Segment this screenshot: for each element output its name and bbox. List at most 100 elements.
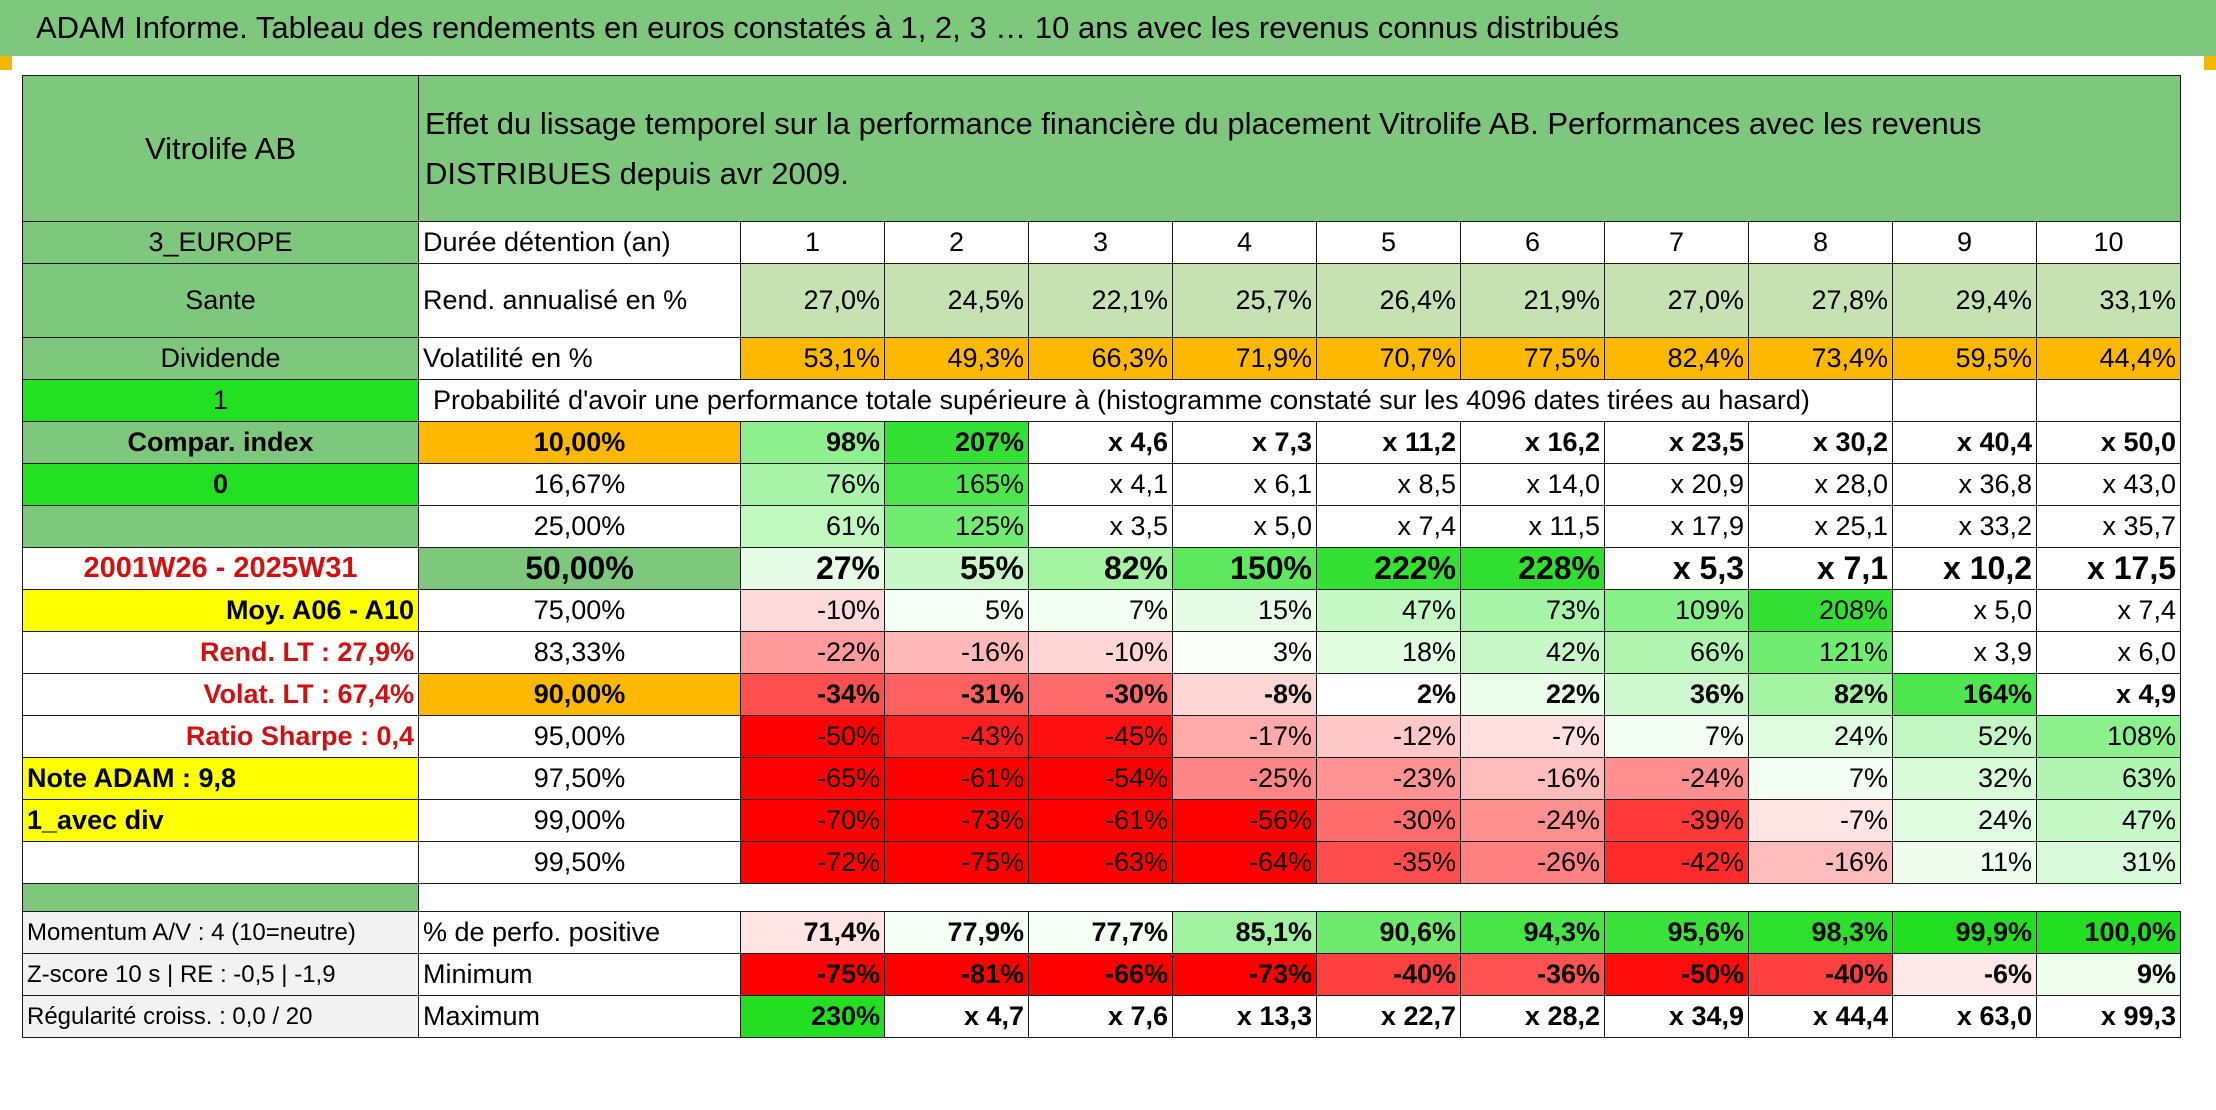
probability-cell: -31% — [884, 673, 1029, 716]
bottom-info-regularite: Régularité croiss. : 0,0 / 20 — [22, 995, 419, 1038]
summary-cell: 85,1% — [1172, 911, 1317, 954]
vol-label: Volatilité en % — [418, 337, 741, 380]
probability-cell: -35% — [1316, 841, 1461, 884]
probability-cell: -22% — [740, 631, 885, 674]
probability-cell: -39% — [1604, 799, 1749, 842]
probability-cell: -61% — [884, 757, 1029, 800]
probability-cell: 109% — [1604, 589, 1749, 632]
summary-cell: x 7,6 — [1028, 995, 1173, 1038]
summary-cell: 99,9% — [1892, 911, 2037, 954]
summary-cell: 9% — [2036, 953, 2181, 996]
probability-cell: -42% — [1604, 841, 1749, 884]
probability-cell: x 11,5 — [1460, 505, 1605, 548]
probability-cell: -43% — [884, 715, 1029, 758]
rend-cell: 24,5% — [884, 263, 1029, 338]
probability-cell: x 17,5 — [2036, 547, 2181, 590]
summary-cell: -36% — [1460, 953, 1605, 996]
probability-cell: 165% — [884, 463, 1029, 506]
left-label-avec-div: 1_avec div — [22, 799, 419, 842]
left-label-flag-zero: 0 — [22, 463, 419, 506]
probability-cell: 55% — [884, 547, 1029, 590]
summary-cell: -40% — [1316, 953, 1461, 996]
threshold-cell: 99,00% — [418, 799, 741, 842]
probability-cell: x 6,0 — [2036, 631, 2181, 674]
probability-cell: x 36,8 — [1892, 463, 2037, 506]
probability-cell: x 7,1 — [1748, 547, 1893, 590]
probability-cell: 228% — [1460, 547, 1605, 590]
probability-cell: -16% — [1460, 757, 1605, 800]
probability-cell: -45% — [1028, 715, 1173, 758]
probability-cell: x 50,0 — [2036, 421, 2181, 464]
probability-cell: -16% — [1748, 841, 1893, 884]
probability-cell: -10% — [1028, 631, 1173, 674]
probability-cell: x 4,6 — [1028, 421, 1173, 464]
probability-cell: -24% — [1460, 799, 1605, 842]
probability-cell: 208% — [1748, 589, 1893, 632]
probability-cell: x 7,3 — [1172, 421, 1317, 464]
left-label-moy: Moy. A06 - A10 — [22, 589, 419, 632]
summary-cell: x 22,7 — [1316, 995, 1461, 1038]
bottom-info-momentum: Momentum A/V : 4 (10=neutre) — [22, 911, 419, 954]
bottom-info-zscore: Z-score 10 s | RE : -0,5 | -1,9 — [22, 953, 419, 996]
probability-cell: 24% — [1892, 799, 2037, 842]
sector-label: Sante — [22, 263, 419, 338]
summary-cell: x 34,9 — [1604, 995, 1749, 1038]
probability-cell: x 8,5 — [1316, 463, 1461, 506]
threshold-cell: 10,00% — [418, 421, 741, 464]
probability-cell: x 40,4 — [1892, 421, 2037, 464]
vol-cell: 59,5% — [1892, 337, 2037, 380]
spacer-row — [22, 883, 2181, 912]
probability-cell: -23% — [1316, 757, 1461, 800]
threshold-cell: 90,00% — [418, 673, 741, 716]
probability-cell: -73% — [884, 799, 1029, 842]
probability-cell: -34% — [740, 673, 885, 716]
probability-cell: x 11,2 — [1316, 421, 1461, 464]
probability-cell: 82% — [1748, 673, 1893, 716]
threshold-cell: 99,50% — [418, 841, 741, 884]
vol-cell: 77,5% — [1460, 337, 1605, 380]
probability-cell: x 3,5 — [1028, 505, 1173, 548]
left-label-period: 2001W26 - 2025W31 — [22, 547, 419, 590]
probability-cell: 63% — [2036, 757, 2181, 800]
probability-cell: 121% — [1748, 631, 1893, 674]
probability-cell: -30% — [1316, 799, 1461, 842]
corner-marker-right — [2202, 56, 2216, 70]
summary-cell: x 99,3 — [2036, 995, 2181, 1038]
summary-cell: -75% — [740, 953, 885, 996]
probability-cell: x 17,9 — [1604, 505, 1749, 548]
probability-cell: 76% — [740, 463, 885, 506]
summary-cell: 77,7% — [1028, 911, 1173, 954]
summary-cell: -50% — [1604, 953, 1749, 996]
probability-cell: 2% — [1316, 673, 1461, 716]
probability-cell: x 30,2 — [1748, 421, 1893, 464]
probability-cell: 98% — [740, 421, 885, 464]
fund-name: Vitrolife AB — [22, 75, 419, 222]
duration-label: Durée détention (an) — [418, 221, 741, 264]
probability-cell: 47% — [2036, 799, 2181, 842]
summary-cell: 71,4% — [740, 911, 885, 954]
probability-cell: -10% — [740, 589, 885, 632]
rend-cell: 27,0% — [1604, 263, 1749, 338]
probability-cell: -54% — [1028, 757, 1173, 800]
probability-cell: 164% — [1892, 673, 2037, 716]
threshold-cell: 25,00% — [418, 505, 741, 548]
table-description: Effet du lissage temporel sur la perform… — [418, 75, 2181, 222]
probability-cell: -70% — [740, 799, 885, 842]
rend-label: Rend. annualisé en % — [418, 263, 741, 338]
probability-cell: 18% — [1316, 631, 1461, 674]
probability-cell: 24% — [1748, 715, 1893, 758]
probability-cell: 73% — [1460, 589, 1605, 632]
probability-cell: x 7,4 — [1316, 505, 1461, 548]
probability-cell: -61% — [1028, 799, 1173, 842]
summary-cell: -73% — [1172, 953, 1317, 996]
probability-cell: 31% — [2036, 841, 2181, 884]
probability-cell: x 23,5 — [1604, 421, 1749, 464]
probability-cell: x 16,2 — [1460, 421, 1605, 464]
left-label-rend-lt: Rend. LT : 27,9% — [22, 631, 419, 674]
probability-cell: x 6,1 — [1172, 463, 1317, 506]
vol-cell: 71,9% — [1172, 337, 1317, 380]
probability-cell: 66% — [1604, 631, 1749, 674]
summary-cell: 95,6% — [1604, 911, 1749, 954]
rend-cell: 27,0% — [740, 263, 885, 338]
probability-cell: 150% — [1172, 547, 1317, 590]
